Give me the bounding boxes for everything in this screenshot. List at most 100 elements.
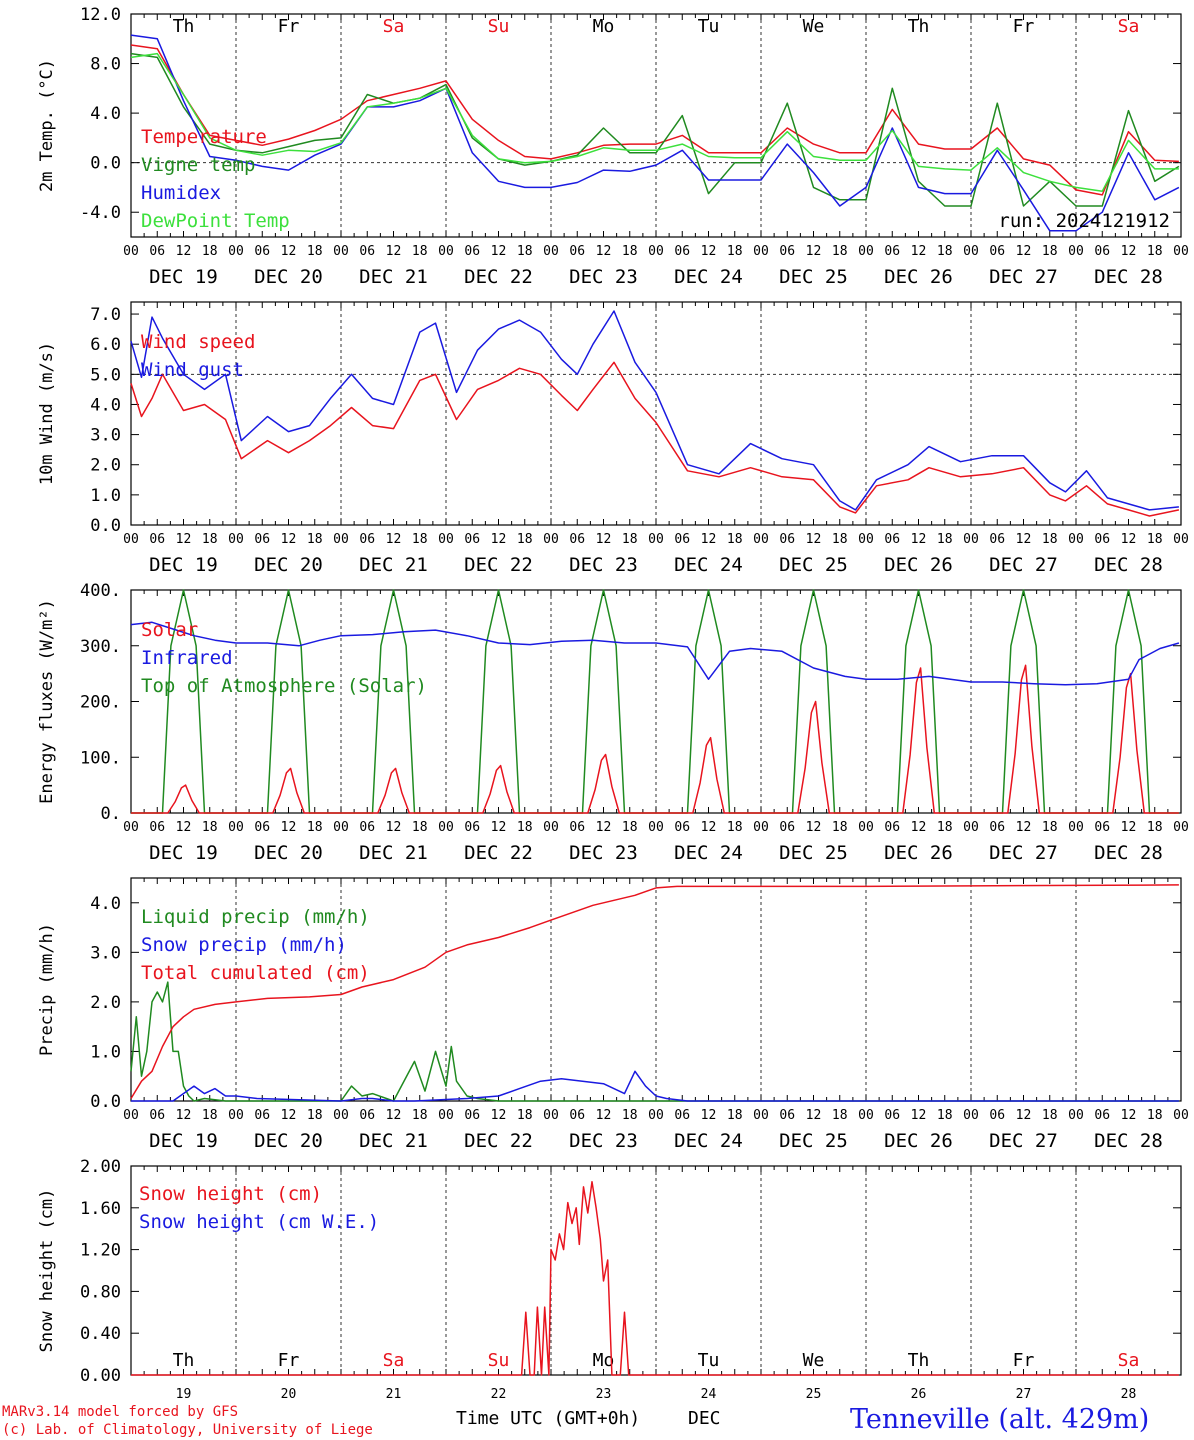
day-name-label: We [803, 1350, 825, 1371]
run-label: run: 2024121912 [998, 210, 1170, 232]
x-tick-label: 18 [307, 820, 323, 835]
x-tick-label: 18 [937, 820, 953, 835]
y-tick-label: 0.40 [80, 1324, 121, 1344]
x-tick-label: 18 [412, 244, 428, 259]
x-tick-label: 00 [123, 820, 139, 835]
x-tick-label: 06 [884, 244, 900, 259]
y-axis-label: Precip (mm/h) [37, 923, 57, 1056]
day-number-label: 27 [1016, 1387, 1032, 1402]
x-tick-label: 18 [307, 532, 323, 547]
x-tick-label: 12 [491, 532, 507, 547]
day-name-label: Su [488, 16, 510, 37]
chart-panel-1: 12.0 8.0 4.0 0.0 -4.0 2m Temp. (°C) Th Fr Sa Su Mo… [37, 5, 1189, 288]
y-tick-label: 0. [101, 804, 121, 824]
x-tick-label: 00 [858, 532, 874, 547]
x-tick-label: 00 [333, 244, 349, 259]
x-tick-label: 12 [281, 244, 297, 259]
x-tick-label: 12 [596, 244, 612, 259]
x-tick-label: 00 [438, 244, 454, 259]
x-tick-label: 00 [228, 1108, 244, 1123]
x-tick-label: 00 [1068, 532, 1084, 547]
x-tick-label: 00 [753, 244, 769, 259]
x-tick-label: 00 [1068, 1108, 1084, 1123]
x-tick-label: 06 [884, 820, 900, 835]
x-tick-label: 00 [543, 244, 559, 259]
x-tick-label: 00 [123, 1108, 139, 1123]
day-number-label: 21 [386, 1387, 402, 1402]
x-tick-label: 06 [254, 1108, 270, 1123]
date-label: DEC 25 [779, 266, 848, 288]
x-tick-label: 00 [438, 820, 454, 835]
x-tick-label: 12 [1121, 244, 1137, 259]
day-name-label: Th [908, 1350, 930, 1371]
x-tick-label: 06 [464, 532, 480, 547]
y-tick-label: 4.0 [90, 395, 121, 415]
x-tick-label: 12 [491, 1108, 507, 1123]
date-label: DEC 27 [989, 266, 1058, 288]
x-tick-label: 12 [806, 532, 822, 547]
series-line-3 [130, 884, 1179, 1099]
day-name-label: Fr [1013, 16, 1035, 37]
day-number-label: 25 [806, 1387, 822, 1402]
x-tick-label: 18 [307, 244, 323, 259]
x-tick-label: 18 [412, 532, 428, 547]
x-tick-label: 00 [543, 1108, 559, 1123]
x-tick-label: 00 [543, 820, 559, 835]
x-tick-label: 18 [1042, 532, 1058, 547]
date-label: DEC 28 [1094, 1130, 1163, 1152]
x-tick-label: 06 [779, 820, 795, 835]
day-number-label: 24 [701, 1387, 717, 1402]
x-tick-label: 18 [1042, 1108, 1058, 1123]
legend-entry: Snow height (cm W.E.) [139, 1211, 379, 1233]
x-tick-label: 06 [989, 244, 1005, 259]
x-tick-label: 18 [1042, 820, 1058, 835]
x-tick-label: 06 [254, 820, 270, 835]
date-label: DEC 23 [569, 266, 638, 288]
y-tick-label: -4.0 [80, 203, 121, 223]
x-tick-label: 18 [517, 1108, 533, 1123]
x-tick-label: 12 [176, 532, 192, 547]
date-label: DEC 22 [464, 842, 533, 864]
x-tick-label: 18 [202, 244, 218, 259]
date-label: DEC 21 [359, 1130, 428, 1152]
y-tick-label: 12.0 [80, 5, 121, 25]
x-tick-label: 18 [1147, 1108, 1163, 1123]
x-tick-label: 18 [727, 244, 743, 259]
date-label: DEC 19 [149, 554, 218, 576]
x-tick-label: 12 [596, 820, 612, 835]
series-line-4 [130, 52, 1179, 192]
x-tick-label: 06 [464, 1108, 480, 1123]
series-line-1 [130, 981, 1179, 1102]
x-tick-label: 06 [359, 1108, 375, 1123]
legend-entry: Liquid precip (mm/h) [141, 906, 370, 928]
x-tick-label: 06 [674, 532, 690, 547]
plot-frame [130, 589, 1182, 814]
x-tick-label: 06 [359, 820, 375, 835]
x-tick-label: 00 [1173, 244, 1189, 259]
y-tick-label: 300. [80, 637, 121, 657]
x-tick-label: 18 [202, 820, 218, 835]
day-name-label: Fr [278, 1350, 300, 1371]
x-tick-label: 18 [622, 532, 638, 547]
date-label: DEC 27 [989, 842, 1058, 864]
x-tick-label: 06 [254, 244, 270, 259]
y-tick-label: 1.0 [90, 1042, 121, 1062]
day-name-label: Mo [593, 1350, 615, 1371]
day-name-label: We [803, 16, 825, 37]
y-tick-label: 400. [80, 581, 121, 601]
legend-entry: Wind gust [141, 359, 244, 381]
x-tick-label: 00 [228, 244, 244, 259]
day-number-label: 23 [596, 1387, 612, 1402]
date-label: DEC 26 [884, 266, 953, 288]
x-tick-label: 00 [963, 244, 979, 259]
x-tick-label: 18 [1147, 820, 1163, 835]
x-tick-label: 12 [1016, 1108, 1032, 1123]
day-name-label: Mo [593, 16, 615, 37]
x-tick-label: 00 [648, 1108, 664, 1123]
x-tick-label: 06 [359, 244, 375, 259]
day-name-label: Fr [278, 16, 300, 37]
x-tick-label: 00 [648, 244, 664, 259]
x-tick-label: 06 [779, 244, 795, 259]
legend-entry: Wind speed [141, 331, 255, 353]
series-line-3 [130, 34, 1180, 232]
